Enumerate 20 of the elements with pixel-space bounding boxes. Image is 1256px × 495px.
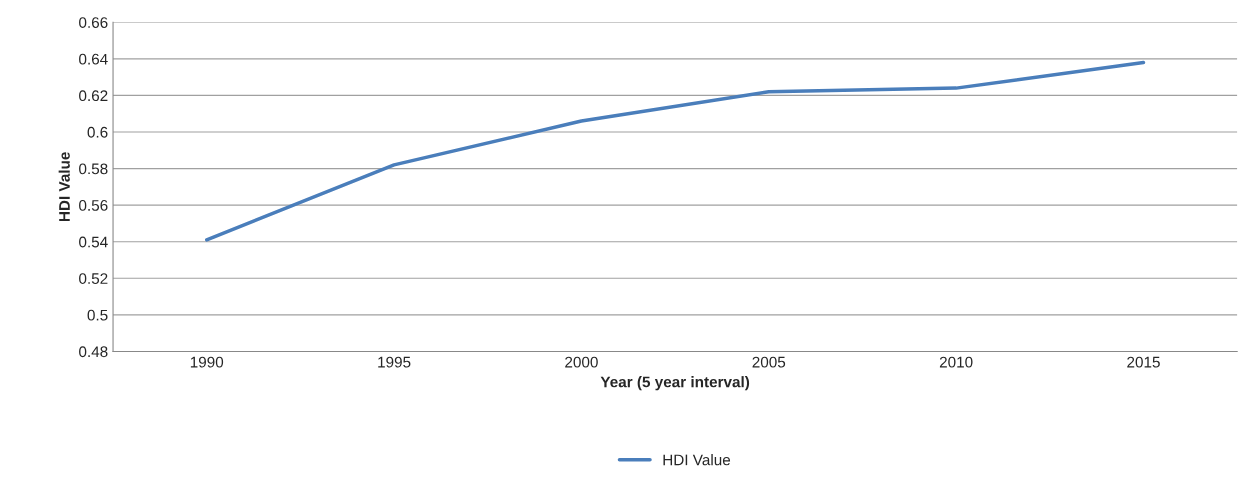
y-tick-label: 0.6 (87, 126, 108, 138)
y-tick-label: 0.66 (79, 17, 108, 28)
y-tick-label: 0.5 (87, 309, 108, 321)
x-tick-label: 1995 (378, 356, 411, 368)
x-tick-label: 2015 (1127, 356, 1160, 368)
x-tick-label: 1990 (190, 356, 224, 368)
x-tick-label: 2010 (939, 356, 973, 368)
legend-label: HDI Value (663, 454, 731, 466)
y-tick-label: 0.52 (79, 273, 108, 284)
y-tick-label: 0.54 (79, 236, 108, 248)
x-tick-label: 2000 (565, 356, 598, 368)
line-series (204, 60, 1146, 242)
x-axis-title: Year (5 year interval) (600, 376, 750, 391)
y-axis-title: HDI Value (58, 152, 70, 222)
y-tick-label: 0.56 (79, 200, 108, 211)
x-tick-label: 2005 (752, 356, 786, 368)
y-tick-label: 0.58 (79, 163, 108, 175)
y-tick-label: 0.64 (79, 53, 108, 65)
y-tick-label: 0.48 (79, 346, 108, 358)
y-tick-label: 0.62 (79, 90, 108, 102)
